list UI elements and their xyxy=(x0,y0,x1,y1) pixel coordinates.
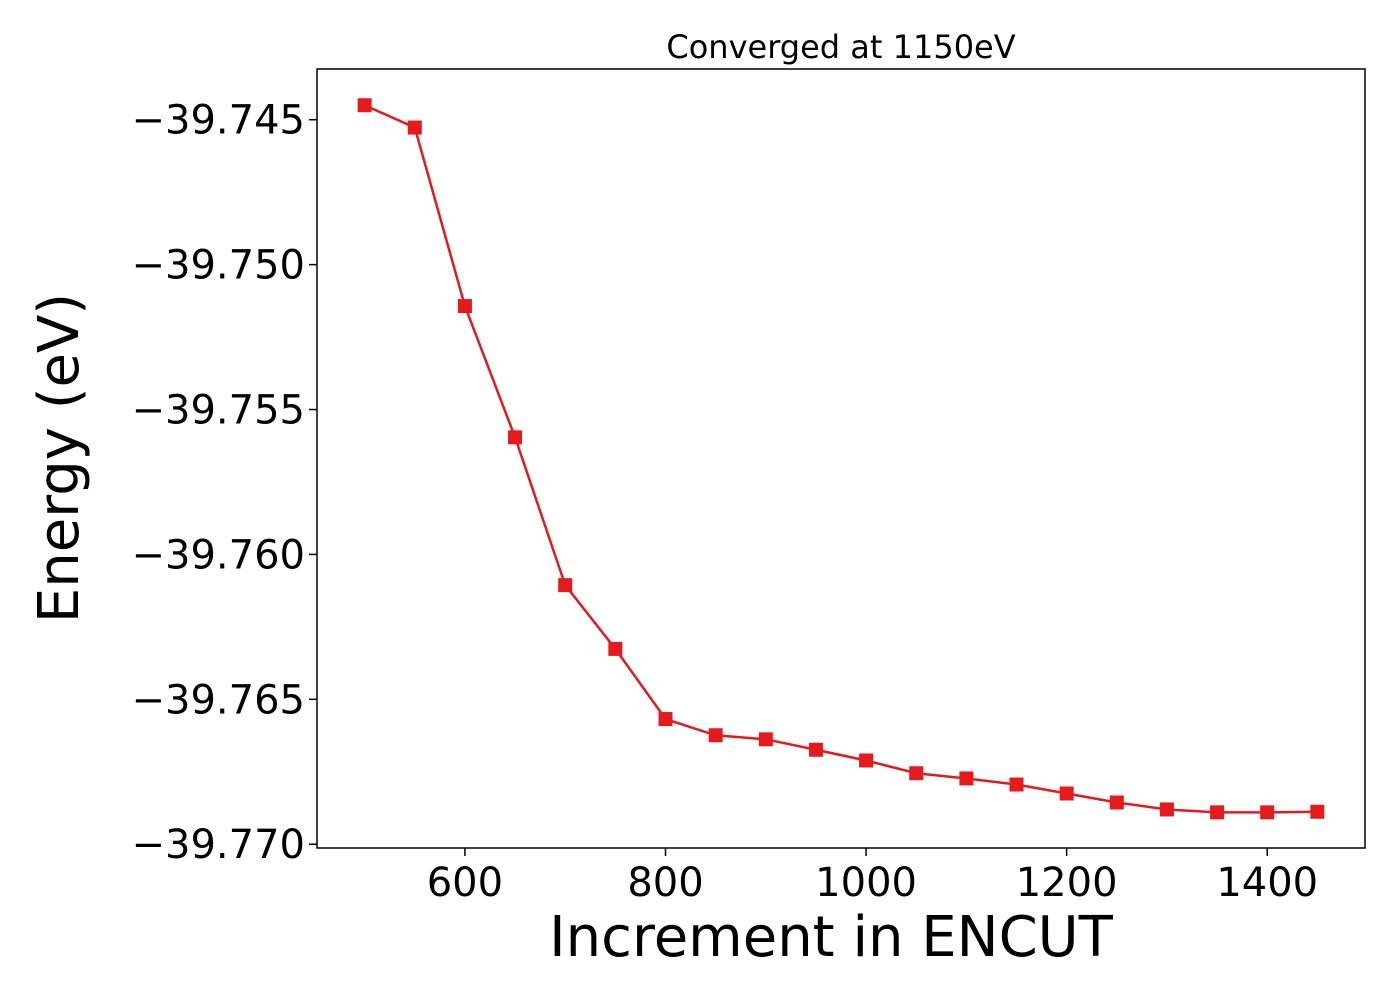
y-axis: −39.745 −39.750 −39.755 −39.760 −39.765 −39.7… xyxy=(132,98,317,868)
data-point-marker xyxy=(758,732,773,747)
y-axis-label: Energy (eV) xyxy=(27,293,92,623)
x-tick-label: 1000 xyxy=(815,860,917,906)
plot-area xyxy=(316,68,1366,849)
data-point-marker xyxy=(558,578,573,593)
x-axis: 600 800 1000 1200 1400 xyxy=(427,848,1318,906)
x-tick-label: 800 xyxy=(627,860,703,906)
y-tick-label: −39.750 xyxy=(132,243,305,289)
y-tick-label: −39.760 xyxy=(132,532,305,578)
series-line xyxy=(364,104,1318,814)
series-layer xyxy=(357,98,1325,820)
y-tick-label: −39.765 xyxy=(132,677,305,723)
data-point-marker xyxy=(508,430,523,445)
data-point-marker xyxy=(1059,786,1074,801)
data-point-marker xyxy=(1310,804,1325,819)
data-point-marker xyxy=(1260,805,1275,820)
y-tick-label: −39.745 xyxy=(132,98,305,144)
y-tick-label: −39.770 xyxy=(132,822,305,868)
data-point-marker xyxy=(859,753,874,768)
x-tick-label: 1200 xyxy=(1016,860,1118,906)
x-tick-label: 600 xyxy=(427,860,503,906)
data-point-marker xyxy=(457,299,472,314)
data-point-marker xyxy=(1109,795,1124,810)
data-point-marker xyxy=(1009,777,1024,792)
data-point-marker xyxy=(407,120,422,135)
x-tick-label: 1400 xyxy=(1216,860,1318,906)
x-axis-label: Increment in ENCUT xyxy=(549,905,1114,970)
data-point-marker xyxy=(909,766,924,781)
data-point-marker xyxy=(658,712,673,727)
data-point-marker xyxy=(608,641,623,656)
data-point-marker xyxy=(1210,805,1225,820)
data-point-marker xyxy=(1159,802,1174,817)
data-point-marker xyxy=(357,98,372,113)
chart-title: Converged at 1150eV xyxy=(666,28,1015,66)
data-point-marker xyxy=(808,742,823,757)
data-point-marker xyxy=(959,771,974,786)
data-point-marker xyxy=(708,728,723,743)
y-tick-label: −39.755 xyxy=(132,388,305,434)
